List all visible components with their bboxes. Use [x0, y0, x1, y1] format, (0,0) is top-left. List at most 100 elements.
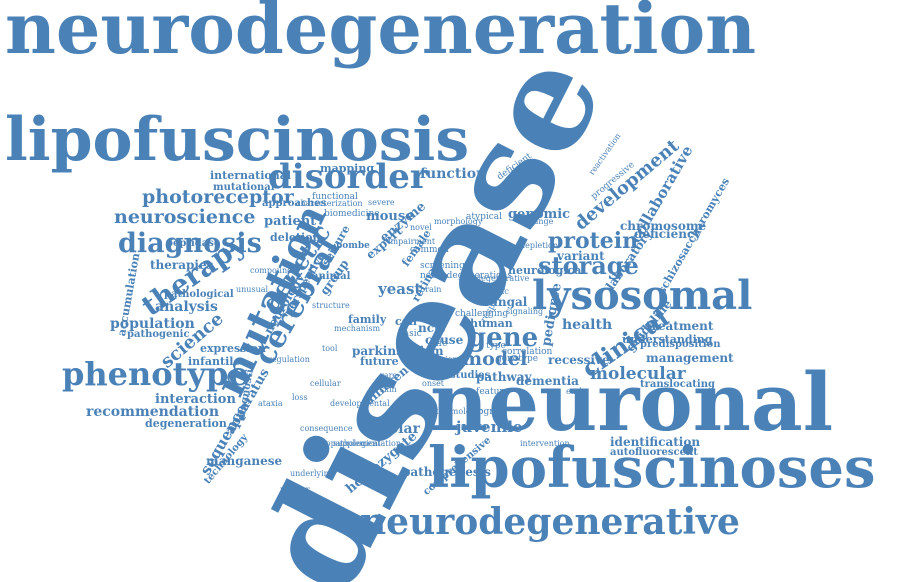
cloud-word: diagnosis: [118, 228, 262, 259]
cloud-word: infantile: [188, 355, 241, 368]
cloud-word: compound: [250, 266, 293, 275]
cloud-word: pathway: [476, 370, 532, 384]
cloud-word: common: [410, 245, 449, 255]
cloud-word: international: [210, 169, 292, 182]
cloud-word: expression: [200, 342, 266, 355]
cloud-word: early: [566, 387, 587, 396]
cloud-word: autofluorescent: [610, 447, 698, 458]
cloud-word: characterization: [296, 199, 363, 208]
cloud-word: recommendation: [86, 404, 220, 420]
cloud-word: studies: [450, 370, 491, 381]
cloud-word: identification: [610, 435, 701, 449]
cloud-word: signaling: [506, 307, 544, 316]
cloud-word: ataxia: [258, 399, 283, 408]
cloud-word: fungal: [484, 295, 528, 309]
cloud-word: mouse: [366, 209, 414, 224]
cloud-word: neurodegenerative: [360, 501, 740, 543]
cloud-word: peptidase: [166, 238, 221, 249]
cloud-word: pathogenesis: [402, 465, 491, 479]
cloud-word: rare: [380, 371, 398, 380]
cloud-word: bipolar: [364, 421, 420, 437]
cloud-word: variant: [557, 249, 605, 263]
cloud-word: gene: [468, 323, 539, 353]
cloud-word: ncls: [418, 321, 446, 335]
cloud-word: translocating: [640, 379, 715, 390]
cloud-word: dementia: [516, 374, 579, 388]
cloud-word: loss: [292, 393, 308, 402]
cloud-word: basic: [398, 329, 422, 339]
cloud-word: developmental: [330, 399, 390, 408]
cloud-word: pombe: [336, 241, 370, 251]
cloud-word: ophthalmologic: [420, 407, 483, 416]
cloud-word: intervention: [520, 439, 570, 448]
cloud-word: neurological: [508, 264, 586, 277]
cloud-word: yeast: [378, 280, 422, 298]
cloud-word: lipofuscinoses: [428, 435, 876, 501]
cloud-word: function: [420, 166, 487, 182]
cloud-word: parkinsonism: [352, 344, 444, 358]
cloud-word: neuroscience: [114, 206, 256, 228]
cloud-word: challenging: [455, 309, 509, 319]
cloud-word: mutational: [213, 182, 275, 193]
cloud-word: predisposition: [640, 339, 721, 350]
cloud-word: approaches: [262, 198, 327, 209]
cloud-word: molecular: [590, 364, 686, 384]
cloud-word: deficiency: [634, 227, 702, 241]
cloud-word: atypical: [466, 212, 502, 222]
cloud-word: juvenile: [456, 418, 523, 436]
cloud-word: phenotype: [62, 355, 249, 393]
cloud-word: morphology: [434, 217, 483, 226]
cloud-word: genotype: [496, 354, 539, 364]
cloud-word: human: [470, 317, 513, 330]
cloud-word: lysosomal: [532, 272, 753, 319]
cloud-word: photoreceptor: [142, 186, 294, 208]
cloud-word: consequence: [300, 424, 353, 433]
cloud-word: unusual: [236, 285, 269, 294]
cloud-word: storage: [538, 251, 639, 280]
cloud-word: neurodegeneration: [5, 0, 757, 70]
cloud-word: onset: [422, 379, 445, 388]
cloud-word: therapies: [150, 258, 214, 272]
cloud-word: supplementation: [333, 439, 401, 448]
cloud-word: marker: [280, 485, 310, 494]
cloud-word: intracellular: [450, 237, 501, 246]
cloud-word: understanding: [622, 333, 713, 346]
cloud-word: program: [468, 407, 508, 417]
cloud-word: life: [433, 339, 448, 349]
cloud-word: family: [348, 313, 387, 326]
cloud-word: clinicopathological: [304, 439, 381, 448]
cloud-word: skin: [380, 385, 397, 394]
cloud-word: pathological: [164, 289, 234, 300]
cloud-word: specific: [478, 287, 509, 296]
cloud-word: cell: [395, 315, 418, 328]
cloud-word: mapping: [320, 162, 375, 175]
cloud-word: recessive: [548, 353, 610, 367]
cloud-word: manganese: [206, 454, 283, 468]
cloud-word: analysis: [155, 299, 218, 315]
cloud-word: feature: [476, 387, 510, 397]
cloud-word: regulation: [268, 355, 310, 364]
cloud-word: depletion: [520, 241, 559, 250]
cloud-word: degeneration: [145, 417, 227, 430]
cloud-word: neuronal: [430, 355, 834, 449]
cloud-word: mechanism: [334, 324, 381, 333]
cloud-word: brain: [420, 285, 442, 294]
cloud-word: biomedicine: [324, 209, 380, 219]
cloud-word: underlying: [290, 469, 334, 478]
cloud-word: vision: [434, 355, 458, 364]
cloud-word: management: [646, 351, 734, 365]
cloud-word: type: [486, 341, 506, 351]
cloud-word: disorder: [268, 157, 428, 197]
cloud-word: patient: [264, 214, 317, 229]
cloud-word: impairment: [388, 237, 436, 246]
cloud-word: protein: [548, 228, 639, 254]
cloud-word: model: [462, 348, 528, 370]
cloud-word: population: [110, 316, 195, 332]
cloud-word: degenerative: [476, 274, 530, 283]
cloud-word: tool: [322, 344, 338, 353]
cloud-word: structure: [312, 301, 350, 310]
cloud-word: neurodegenerations: [420, 271, 512, 281]
cloud-word: correlation: [502, 347, 553, 357]
cloud-word: interaction: [155, 392, 236, 407]
